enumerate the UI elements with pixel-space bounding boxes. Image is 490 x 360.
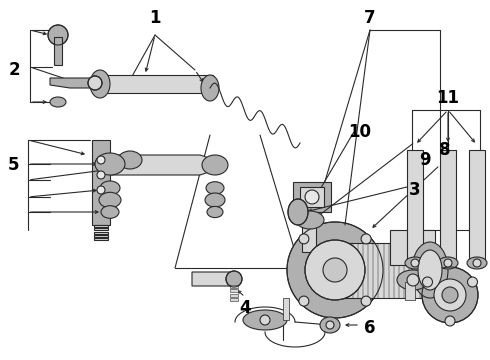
Bar: [94, 238, 108, 240]
Text: 3: 3: [409, 181, 421, 199]
Circle shape: [287, 222, 383, 318]
Circle shape: [411, 259, 419, 267]
Ellipse shape: [405, 257, 425, 269]
Bar: [54, 37, 62, 65]
Bar: [335, 243, 430, 298]
Ellipse shape: [101, 206, 119, 218]
Bar: [230, 298, 238, 301]
Text: 1: 1: [149, 9, 161, 27]
Bar: [94, 235, 108, 237]
Circle shape: [361, 234, 371, 244]
Circle shape: [88, 76, 102, 90]
Text: 11: 11: [437, 89, 460, 107]
Ellipse shape: [206, 182, 224, 194]
Ellipse shape: [418, 250, 442, 290]
Bar: [230, 289, 238, 292]
Circle shape: [422, 277, 433, 287]
Bar: [94, 228, 108, 230]
Ellipse shape: [412, 242, 448, 298]
Text: 6: 6: [364, 319, 376, 337]
Circle shape: [434, 279, 466, 311]
Polygon shape: [192, 272, 240, 286]
Circle shape: [97, 156, 105, 164]
Circle shape: [97, 186, 105, 194]
Circle shape: [445, 316, 455, 326]
Bar: [302, 217, 316, 252]
Ellipse shape: [95, 153, 125, 175]
Bar: [390, 230, 435, 265]
Ellipse shape: [201, 75, 219, 101]
Text: 9: 9: [419, 151, 431, 169]
Bar: [283, 298, 289, 320]
Circle shape: [48, 25, 68, 45]
Circle shape: [442, 287, 458, 303]
Circle shape: [361, 296, 371, 306]
Text: 7: 7: [364, 9, 376, 27]
Ellipse shape: [467, 257, 487, 269]
Circle shape: [422, 267, 478, 323]
Circle shape: [226, 271, 242, 287]
Ellipse shape: [243, 310, 287, 330]
Ellipse shape: [99, 192, 121, 208]
Ellipse shape: [288, 199, 308, 225]
Circle shape: [299, 234, 309, 244]
Bar: [92, 140, 110, 225]
Circle shape: [97, 171, 105, 179]
Ellipse shape: [90, 70, 110, 98]
Circle shape: [407, 274, 419, 286]
Polygon shape: [110, 155, 215, 175]
Circle shape: [467, 277, 478, 287]
Bar: [440, 150, 456, 260]
Bar: [98, 75, 213, 93]
Circle shape: [473, 259, 481, 267]
Text: 5: 5: [7, 156, 19, 174]
Circle shape: [299, 296, 309, 306]
Circle shape: [305, 240, 365, 300]
Circle shape: [323, 258, 347, 282]
Bar: [94, 231, 108, 234]
Ellipse shape: [207, 206, 223, 217]
Bar: [469, 150, 485, 260]
Circle shape: [260, 315, 270, 325]
Ellipse shape: [50, 97, 66, 107]
Polygon shape: [50, 78, 100, 88]
Ellipse shape: [397, 270, 429, 290]
Ellipse shape: [296, 211, 324, 229]
Circle shape: [305, 190, 319, 204]
Bar: [230, 294, 238, 297]
Ellipse shape: [118, 151, 142, 169]
Circle shape: [444, 259, 452, 267]
Bar: [230, 285, 238, 288]
Text: 8: 8: [439, 141, 451, 159]
Bar: [407, 150, 423, 260]
Ellipse shape: [205, 193, 225, 207]
Circle shape: [326, 321, 334, 329]
Text: 2: 2: [8, 61, 20, 79]
Bar: [405, 282, 415, 300]
Ellipse shape: [202, 155, 228, 175]
Text: 4: 4: [239, 299, 251, 317]
Text: 10: 10: [348, 123, 371, 141]
Ellipse shape: [320, 317, 340, 333]
Ellipse shape: [438, 257, 458, 269]
Ellipse shape: [100, 181, 120, 195]
Bar: [300, 187, 324, 207]
Bar: [94, 225, 108, 227]
Bar: [293, 182, 331, 212]
